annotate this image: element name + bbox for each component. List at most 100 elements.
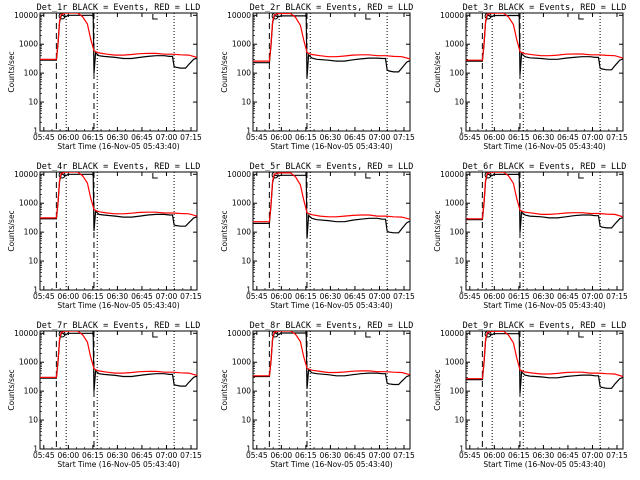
x-tick-label: 07:15 (180, 451, 202, 460)
top-marker-bracket (152, 14, 158, 20)
x-tick-label: 06:15 (295, 451, 317, 460)
panel-title: Det_4r BLACK = Events, RED = LLD (37, 162, 201, 172)
y-axis-label: Counts/sec (7, 210, 16, 251)
y-tick-label: 100 (450, 387, 465, 396)
y-tick-label: 1 (459, 127, 464, 136)
y-axis-label: Counts/sec (7, 51, 16, 92)
y-tick-label: 10000 (227, 170, 251, 179)
y-tick-label: 10000 (440, 170, 464, 179)
x-tick-label: 07:00 (156, 133, 178, 142)
x-tick-label: 06:45 (557, 451, 579, 460)
x-tick-label: 05:45 (459, 451, 481, 460)
y-tick-label: 1000 (445, 199, 464, 208)
x-tick-label: 06:45 (344, 292, 366, 301)
y-tick-label: 10000 (440, 11, 464, 20)
y-tick-label: 1000 (232, 40, 251, 49)
detector-panel-1: Det_1r BLACK = Events, RED = LLD 1 10 100 10… (7, 3, 202, 151)
y-tick-label: 1000 (19, 40, 38, 49)
y-tick-label: 1 (33, 127, 38, 136)
x-tick-label: 06:45 (131, 292, 153, 301)
y-tick-label: 100 (450, 228, 465, 237)
x-tick-label: 06:15 (508, 133, 530, 142)
y-tick-label: 10 (454, 98, 464, 107)
x-axis-label: Start Time (16-Nov-05 05:43:40) (270, 301, 392, 310)
x-tick-label: 06:15 (82, 451, 104, 460)
y-axis-label: Counts/sec (220, 210, 229, 251)
panel-title: Det_3r BLACK = Events, RED = LLD (463, 3, 627, 13)
x-axis-label: Start Time (16-Nov-05 05:43:40) (57, 301, 179, 310)
x-axis-label: Start Time (16-Nov-05 05:43:40) (270, 142, 392, 151)
lld-series-line (466, 13, 623, 61)
panel-title: Det_6r BLACK = Events, RED = LLD (463, 162, 627, 172)
top-marker-bracket (365, 173, 371, 179)
plot-frame (465, 330, 624, 450)
panel-title: Det_5r BLACK = Events, RED = LLD (250, 162, 414, 172)
detector-panel-8: Det_8r BLACK = Events, RED = LLD 1 10 100 10… (220, 321, 415, 469)
x-tick-label: 05:45 (459, 292, 481, 301)
y-tick-label: 1 (459, 445, 464, 454)
y-tick-label: 1000 (232, 199, 251, 208)
y-axis-label: Counts/sec (433, 51, 442, 92)
x-tick-label: 06:00 (58, 292, 80, 301)
events-series-line (40, 173, 197, 231)
top-marker-bracket (578, 173, 584, 179)
x-axis-label: Start Time (16-Nov-05 05:43:40) (57, 142, 179, 151)
y-tick-label: 10000 (14, 11, 38, 20)
y-axis-label: Counts/sec (433, 369, 442, 410)
lld-series-line (253, 13, 410, 62)
x-tick-label: 06:00 (271, 133, 293, 142)
top-marker-circle (271, 171, 279, 179)
plot-frame (465, 171, 624, 291)
x-tick-label: 06:15 (82, 133, 104, 142)
events-series-line (466, 14, 623, 75)
plot-frame (252, 12, 411, 132)
x-tick-label: 06:30 (320, 133, 342, 142)
events-series-line (40, 14, 197, 74)
events-series-line (466, 333, 623, 394)
y-tick-label: 1 (33, 286, 38, 295)
x-tick-label: 07:00 (369, 451, 391, 460)
top-marker-bracket (152, 173, 158, 179)
y-tick-label: 1000 (445, 358, 464, 367)
y-tick-label: 100 (24, 387, 39, 396)
events-series-line (466, 173, 623, 233)
y-tick-label: 100 (237, 69, 252, 78)
x-tick-label: 07:00 (369, 133, 391, 142)
x-tick-label: 06:00 (484, 133, 506, 142)
top-marker-bracket (365, 332, 371, 338)
y-axis-label: Counts/sec (7, 369, 16, 410)
x-tick-label: 07:15 (180, 133, 202, 142)
y-tick-label: 1000 (445, 40, 464, 49)
lld-series-line (466, 172, 623, 220)
plot-frame (39, 171, 198, 291)
top-marker-bracket (152, 332, 158, 338)
panel-title: Det_9r BLACK = Events, RED = LLD (463, 321, 627, 331)
x-tick-label: 07:15 (606, 451, 628, 460)
x-tick-label: 06:30 (107, 292, 129, 301)
panel-title: Det_1r BLACK = Events, RED = LLD (37, 3, 201, 13)
x-tick-label: 06:45 (344, 451, 366, 460)
y-tick-label: 100 (24, 228, 39, 237)
plot-frame (252, 330, 411, 450)
x-axis-label: Start Time (16-Nov-05 05:43:40) (483, 142, 605, 151)
plot-frame (465, 12, 624, 132)
y-tick-label: 10 (28, 98, 38, 107)
y-tick-label: 100 (237, 228, 252, 237)
panel-title: Det_2r BLACK = Events, RED = LLD (250, 3, 414, 13)
y-tick-label: 10 (241, 98, 251, 107)
x-tick-label: 07:00 (582, 133, 604, 142)
y-tick-label: 10000 (227, 11, 251, 20)
x-axis-label: Start Time (16-Nov-05 05:43:40) (483, 460, 605, 469)
x-tick-label: 05:45 (33, 133, 55, 142)
y-tick-label: 1000 (232, 358, 251, 367)
y-tick-label: 100 (450, 69, 465, 78)
x-tick-label: 06:30 (107, 451, 129, 460)
y-tick-label: 1 (246, 286, 251, 295)
detector-panel-6: Det_6r BLACK = Events, RED = LLD 1 10 100 10… (433, 162, 628, 310)
y-tick-label: 10 (454, 257, 464, 266)
y-tick-label: 1 (33, 445, 38, 454)
y-tick-label: 1 (246, 127, 251, 136)
detector-panel-9: Det_9r BLACK = Events, RED = LLD 1 10 100 10… (433, 321, 628, 469)
x-tick-label: 06:30 (107, 133, 129, 142)
